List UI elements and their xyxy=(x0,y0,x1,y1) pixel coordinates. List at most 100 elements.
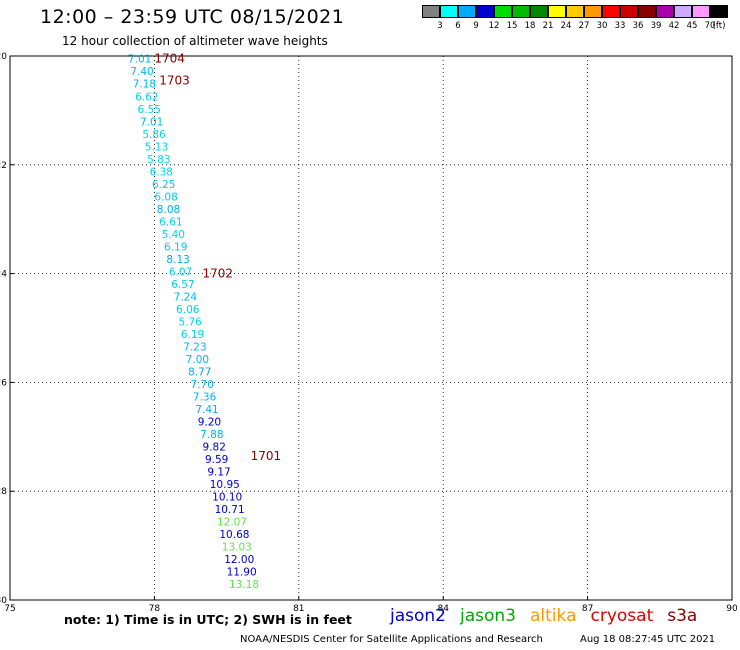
wave-height-label: 7.18 xyxy=(133,79,156,91)
legend-swatch xyxy=(584,5,602,18)
wave-height-label: 11.90 xyxy=(227,567,257,579)
legend-swatch xyxy=(476,5,494,18)
legend-swatch xyxy=(494,5,512,18)
legend-swatch xyxy=(512,5,530,18)
wave-height-label: 12.00 xyxy=(224,554,254,566)
legend-swatch xyxy=(458,5,476,18)
wave-height-label: 7.70 xyxy=(191,379,214,391)
wave-height-label: 5.86 xyxy=(142,129,166,141)
satellite-cryosat: cryosat xyxy=(590,606,654,626)
legend-label: 45 xyxy=(686,21,698,31)
wave-height-label: 6.61 xyxy=(159,216,182,228)
wave-height-label: 7.88 xyxy=(200,429,223,441)
legend-label: 6 xyxy=(455,21,461,31)
x-tick-label: 81 xyxy=(293,604,304,614)
wave-height-label: 7.01 xyxy=(128,54,151,66)
legend-label: 21 xyxy=(542,21,554,31)
color-legend: 3 6 9 12 15 18 21 24 27 30 33 36 39 42 45 70 (ft) xyxy=(422,5,728,32)
y-tick-label: -22 xyxy=(0,161,7,171)
wave-height-label: 7.00 xyxy=(186,354,209,366)
legend-labels: 3 6 9 12 15 18 21 24 27 30 33 36 39 42 45 70 (ft) xyxy=(422,18,728,32)
track-time-label: 1703 xyxy=(159,73,190,87)
legend-swatch xyxy=(656,5,674,18)
y-tick-label: -30 xyxy=(0,596,7,606)
y-tick-label: -28 xyxy=(0,487,7,497)
wave-height-label: 8.13 xyxy=(166,254,189,266)
wave-height-label: 5.76 xyxy=(178,316,202,328)
satellite-jason2: jason2 xyxy=(390,606,446,626)
legend-swatch xyxy=(566,5,584,18)
legend-swatch xyxy=(674,5,692,18)
legend-label: 15 xyxy=(506,21,518,31)
wave-height-label: 6.19 xyxy=(181,329,204,341)
legend-label: 39 xyxy=(650,21,662,31)
x-tick-label: 75 xyxy=(4,604,15,614)
wave-height-label: 7.40 xyxy=(130,66,153,78)
x-tick-label: 84 xyxy=(437,604,449,614)
wave-height-label: 7.23 xyxy=(183,341,206,353)
legend-label: 70 xyxy=(704,21,716,31)
wave-height-label: 6.06 xyxy=(176,304,200,316)
wave-height-label: 6.55 xyxy=(138,104,161,116)
chart-subtitle: 12 hour collection of altimeter wave hei… xyxy=(62,34,328,48)
legend-swatch xyxy=(530,5,548,18)
wave-height-label: 10.71 xyxy=(215,504,245,516)
legend-swatch xyxy=(692,5,710,18)
wave-height-label: 5.40 xyxy=(162,229,185,241)
y-tick-label: -26 xyxy=(0,378,7,388)
y-tick-label: -20 xyxy=(0,52,7,62)
wave-height-label: 10.95 xyxy=(210,479,240,491)
legend-swatch xyxy=(440,5,458,18)
legend-label: 27 xyxy=(578,21,590,31)
wave-height-label: 13.03 xyxy=(222,542,252,554)
x-tick-label: 90 xyxy=(726,604,738,614)
track-time-label: 1704 xyxy=(154,52,185,66)
x-tick-label: 87 xyxy=(582,604,593,614)
track-time-label: 1701 xyxy=(251,449,282,463)
wave-height-label: 6.07 xyxy=(169,266,192,278)
wave-height-label: 7.24 xyxy=(174,291,198,303)
wave-height-label: 12.07 xyxy=(217,517,247,529)
legend-swatch xyxy=(422,5,440,18)
satellite-altika: altika xyxy=(530,606,577,626)
wave-height-label: 9.59 xyxy=(205,454,228,466)
legend-swatch xyxy=(548,5,566,18)
legend-label: 30 xyxy=(596,21,608,31)
track-time-label: 1702 xyxy=(203,267,234,281)
wave-height-label: 9.17 xyxy=(207,467,230,479)
satellite-legend: jason2 jason3 altika cryosat s3a xyxy=(390,606,711,626)
wave-height-label: 8.08 xyxy=(157,204,180,216)
x-tick-label: 78 xyxy=(149,604,161,614)
legend-label: 9 xyxy=(473,21,479,31)
wave-height-label: 6.62 xyxy=(135,91,158,103)
legend-unit: (ft) xyxy=(712,21,726,31)
wave-height-label: 6.57 xyxy=(171,279,194,291)
wave-height-label: 6.38 xyxy=(150,166,173,178)
chart-title: 12:00 – 23:59 UTC 08/15/2021 xyxy=(40,6,345,28)
legend-label: 18 xyxy=(524,21,536,31)
y-tick-label: -24 xyxy=(0,270,7,280)
wave-height-label: 6.25 xyxy=(152,179,175,191)
legend-swatch xyxy=(710,5,728,18)
legend-swatches xyxy=(422,5,728,18)
wave-height-label: 7.36 xyxy=(193,392,217,404)
footer-credit: NOAA/NESDIS Center for Satellite Applica… xyxy=(240,634,543,645)
wave-height-label: 9.82 xyxy=(203,442,226,454)
legend-label: 36 xyxy=(632,21,644,31)
wave-height-label: 6.08 xyxy=(154,191,177,203)
footer-note: note: 1) Time is in UTC; 2) SWH is in fe… xyxy=(64,612,352,627)
legend-label: 24 xyxy=(560,21,572,31)
wave-height-label: 5.13 xyxy=(145,141,168,153)
wave-height-label: 7.41 xyxy=(195,404,218,416)
wave-height-label: 10.68 xyxy=(219,529,249,541)
satellite-jason3: jason3 xyxy=(460,606,516,626)
legend-label: 12 xyxy=(488,21,500,31)
satellite-s3a: s3a xyxy=(667,606,698,626)
legend-label: 3 xyxy=(437,21,443,31)
legend-label: 33 xyxy=(614,21,626,31)
legend-swatch xyxy=(620,5,638,18)
wave-height-label: 7.01 xyxy=(140,116,163,128)
wave-height-label: 13.18 xyxy=(229,579,259,591)
wave-height-label: 10.10 xyxy=(212,492,242,504)
